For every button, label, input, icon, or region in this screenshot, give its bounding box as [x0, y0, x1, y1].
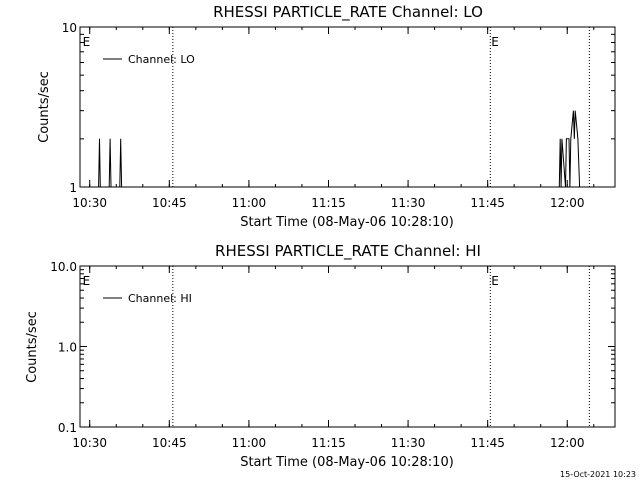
- x-tick-label: 10:45: [152, 436, 187, 450]
- panel-lo: RHESSI PARTICLE_RATE Channel: LO 1 10 10:…: [37, 3, 616, 230]
- x-tick-label: 12:00: [550, 196, 585, 210]
- x-tick-label: 11:30: [391, 196, 426, 210]
- chart-title-lo: RHESSI PARTICLE_RATE Channel: LO: [213, 3, 483, 22]
- series-lo: [98, 110, 581, 188]
- event-marker: E: [491, 274, 499, 288]
- plot-frame-lo: [79, 26, 616, 188]
- plot-frame-hi: [79, 265, 616, 428]
- x-tick-label: 11:00: [232, 436, 267, 450]
- x-tick-label: 11:15: [311, 436, 346, 450]
- x-tick-label: 11:45: [470, 436, 505, 450]
- x-tick-label: 11:45: [470, 196, 505, 210]
- event-marker: E: [83, 274, 91, 288]
- x-tick-label: 10:30: [72, 436, 107, 450]
- x-ticks-hi: 10:30 10:45 11:00 11:15 11:30 11:45 12:00: [72, 266, 595, 450]
- y-tick-label: 0.1: [58, 421, 77, 435]
- y-ticks-lo: 1 10: [62, 21, 615, 195]
- x-axis-label-hi: Start Time (08-May-06 10:28:10): [240, 455, 454, 470]
- x-tick-label: 10:30: [72, 196, 107, 210]
- x-tick-label: 10:45: [152, 196, 187, 210]
- event-marker: E: [491, 35, 499, 49]
- event-marker: E: [83, 35, 91, 49]
- x-tick-label: 12:00: [550, 436, 585, 450]
- legend-label-lo: Channel: LO: [128, 53, 195, 66]
- legend-label-hi: Channel: HI: [128, 292, 192, 305]
- y-ticks-hi: 0.1 1.0 10.0: [50, 260, 615, 435]
- x-tick-label: 11:00: [232, 196, 267, 210]
- series-line: [98, 110, 581, 188]
- x-tick-label: 11:15: [311, 196, 346, 210]
- y-tick-label: 10: [62, 21, 77, 35]
- y-tick-label: 10.0: [50, 260, 77, 274]
- y-axis-label-lo: Counts/sec: [37, 71, 52, 143]
- timestamp-label: 15-Oct-2021 10:23: [560, 470, 636, 479]
- y-axis-label-hi: Counts/sec: [25, 311, 40, 383]
- x-tick-label: 11:30: [391, 436, 426, 450]
- chart-title-hi: RHESSI PARTICLE_RATE Channel: HI: [215, 242, 481, 261]
- x-axis-label-lo: Start Time (08-May-06 10:28:10): [240, 215, 454, 230]
- panel-hi: RHESSI PARTICLE_RATE Channel: HI 0.11.01…: [25, 242, 616, 470]
- y-tick-label: 1: [69, 181, 77, 195]
- y-tick-label: 1.0: [58, 341, 77, 355]
- x-ticks-lo: 10:30 10:45 11:00 11:15 11:30 11:45 12:00: [72, 27, 595, 210]
